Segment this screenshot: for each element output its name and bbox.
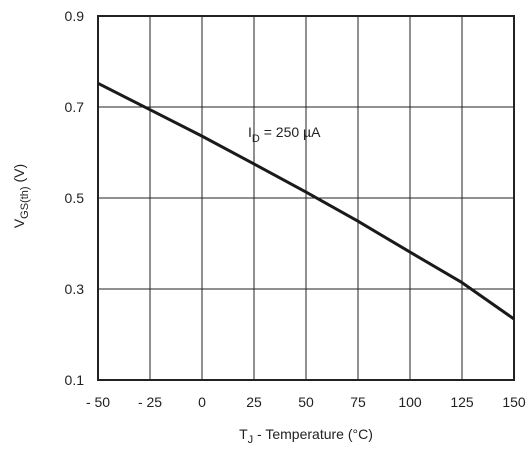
x-tick-label: 100 <box>398 394 422 410</box>
x-tick-label: 125 <box>450 394 474 410</box>
series-group <box>97 81 515 321</box>
y-tick-labels: 0.1 0.3 0.5 0.7 0.9 <box>65 8 85 388</box>
x-tick-label: 0 <box>198 394 206 410</box>
x-tick-label: 25 <box>246 394 262 410</box>
x-tick-label: - 50 <box>86 394 110 410</box>
y-axis-label: VGS(th) (V) <box>11 164 31 228</box>
x-tick-label: 150 <box>502 394 526 410</box>
annotation-main: I <box>248 124 252 140</box>
x-axis-label: TJ - Temperature (°C) <box>239 426 373 446</box>
annotation-rest: = 250 µA <box>260 124 321 140</box>
x-axis-label-rest: - Temperature (°C) <box>253 426 373 442</box>
y-axis-label-rest: (V) <box>11 164 27 187</box>
y-axis-label-sub: GS(th) <box>19 186 31 218</box>
y-tick-label: 0.3 <box>65 281 85 297</box>
plot-frame <box>97 15 515 381</box>
x-tick-label: 75 <box>350 394 366 410</box>
grid <box>98 16 514 380</box>
x-tick-label: 50 <box>298 394 314 410</box>
x-tick-labels: - 50 - 25 0 25 50 75 100 125 150 <box>86 394 526 410</box>
series-line <box>97 81 515 321</box>
annotation-sub: D <box>252 133 260 145</box>
y-tick-label: 0.7 <box>65 99 85 115</box>
x-axis-label-sub: J <box>248 434 254 446</box>
y-tick-label: 0.1 <box>65 372 85 388</box>
x-tick-label: - 25 <box>138 394 162 410</box>
x-axis-label-main: T <box>239 426 248 442</box>
y-tick-label: 0.5 <box>65 190 85 206</box>
y-tick-label: 0.9 <box>65 8 85 24</box>
annotation-label: ID = 250 µA <box>248 124 321 145</box>
y-axis-label-main: V <box>11 218 27 228</box>
